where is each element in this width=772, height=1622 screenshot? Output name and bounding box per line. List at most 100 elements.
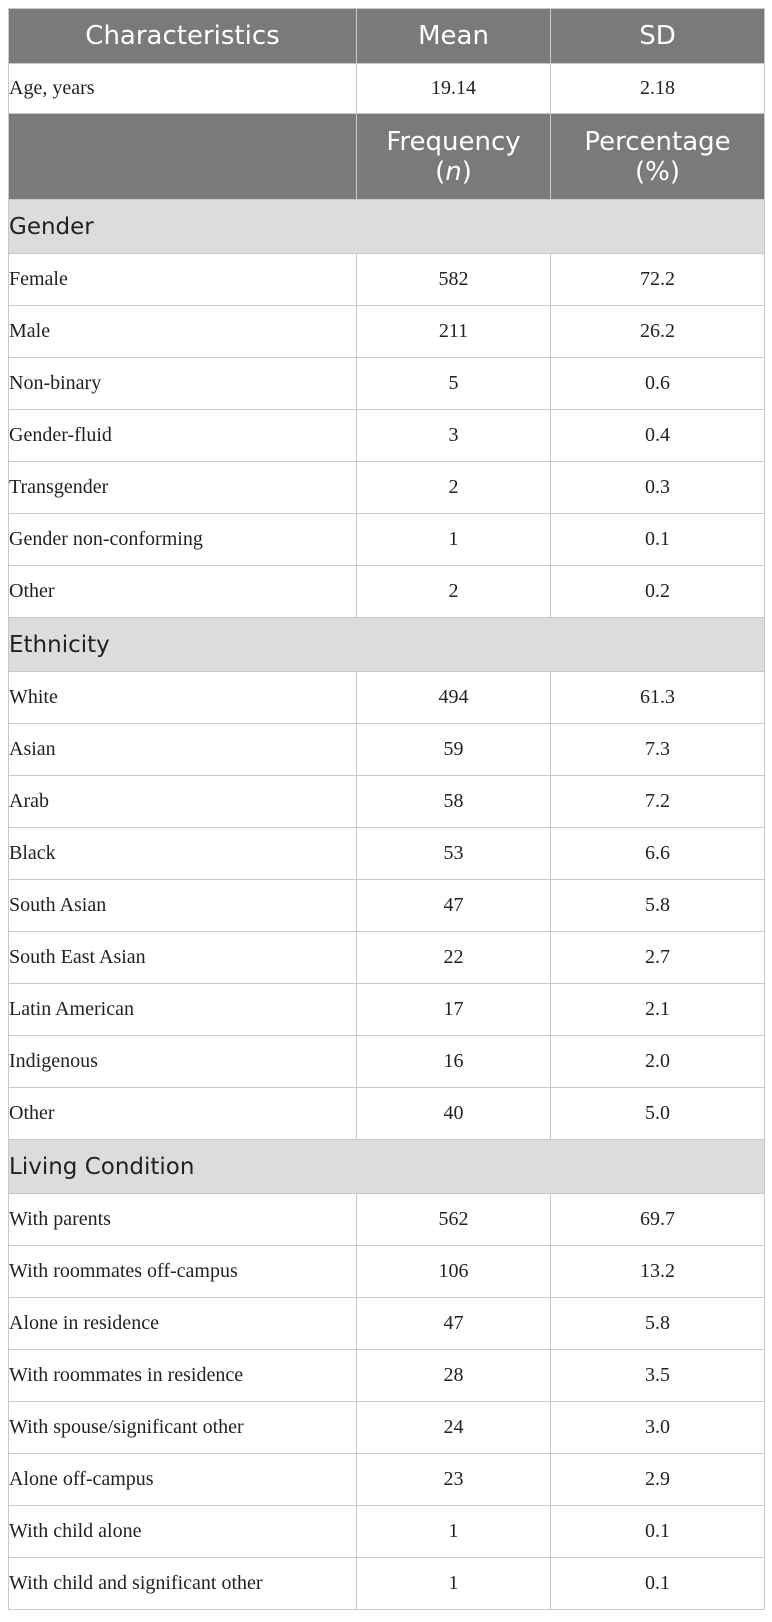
row-frequency: 53 <box>356 827 551 880</box>
row-label: With roommates off-campus <box>8 1245 357 1298</box>
row-frequency: 23 <box>356 1453 551 1506</box>
row-label: Asian <box>8 723 357 776</box>
subheader-row: Frequency (n) Percentage (%) <box>8 113 765 200</box>
table-row: Gender-fluid 3 0.4 <box>8 409 765 462</box>
frequency-label: Frequency <box>386 126 521 157</box>
row-frequency: 1 <box>356 1557 551 1610</box>
table-row: South Asian 47 5.8 <box>8 879 765 932</box>
row-frequency: 17 <box>356 983 551 1036</box>
header-frequency: Frequency (n) <box>356 113 551 200</box>
table-row: Other 2 0.2 <box>8 565 765 618</box>
header-sd: SD <box>550 8 765 64</box>
row-frequency: 2 <box>356 461 551 514</box>
row-percentage: 61.3 <box>550 671 765 724</box>
row-label: With child and significant other <box>8 1557 357 1610</box>
row-label: Other <box>8 1087 357 1140</box>
row-percentage: 5.8 <box>550 1297 765 1350</box>
table-row: Alone in residence 47 5.8 <box>8 1297 765 1350</box>
table-row: With roommates off-campus 106 13.2 <box>8 1245 765 1298</box>
row-percentage: 2.7 <box>550 931 765 984</box>
frequency-symbol: n <box>445 156 462 187</box>
row-frequency: 1 <box>356 1505 551 1558</box>
row-percentage: 0.6 <box>550 357 765 410</box>
row-frequency: 59 <box>356 723 551 776</box>
row-percentage: 0.1 <box>550 1505 765 1558</box>
row-frequency: 1 <box>356 513 551 566</box>
row-percentage: 69.7 <box>550 1193 765 1246</box>
table-row: With spouse/significant other 24 3.0 <box>8 1401 765 1454</box>
header-row: Characteristics Mean SD <box>8 8 765 64</box>
section-header-row: Ethnicity <box>8 617 765 672</box>
section-header-row: Living Condition <box>8 1139 765 1194</box>
row-frequency: 24 <box>356 1401 551 1454</box>
row-frequency: 28 <box>356 1349 551 1402</box>
row-frequency: 5 <box>356 357 551 410</box>
table-row: Black 53 6.6 <box>8 827 765 880</box>
row-label: Transgender <box>8 461 357 514</box>
table-row: Alone off-campus 23 2.9 <box>8 1453 765 1506</box>
row-percentage: 5.8 <box>550 879 765 932</box>
table-body: Characteristics Mean SD Age, years 19.14… <box>8 8 765 1610</box>
row-percentage: 5.0 <box>550 1087 765 1140</box>
row-percentage: 3.5 <box>550 1349 765 1402</box>
row-percentage: 7.2 <box>550 775 765 828</box>
percentage-label: Percentage <box>584 126 731 157</box>
row-label: Gender-fluid <box>8 409 357 462</box>
row-label: South East Asian <box>8 931 357 984</box>
table-row: With child and significant other 1 0.1 <box>8 1557 765 1610</box>
row-frequency: 494 <box>356 671 551 724</box>
table-row: With roommates in residence 28 3.5 <box>8 1349 765 1402</box>
table-row: Arab 58 7.2 <box>8 775 765 828</box>
table-row: Transgender 2 0.3 <box>8 461 765 514</box>
age-label: Age, years <box>8 63 357 114</box>
row-percentage: 2.1 <box>550 983 765 1036</box>
row-label: With parents <box>8 1193 357 1246</box>
row-frequency: 22 <box>356 931 551 984</box>
demographics-table: Characteristics Mean SD Age, years 19.14… <box>8 8 765 1610</box>
percentage-symbol: (%) <box>635 156 680 187</box>
row-percentage: 72.2 <box>550 253 765 306</box>
table-row: Latin American 17 2.1 <box>8 983 765 1036</box>
row-percentage: 26.2 <box>550 305 765 358</box>
row-label: Non-binary <box>8 357 357 410</box>
age-row: Age, years 19.14 2.18 <box>8 63 765 114</box>
row-percentage: 0.4 <box>550 409 765 462</box>
row-percentage: 0.2 <box>550 565 765 618</box>
row-percentage: 7.3 <box>550 723 765 776</box>
row-label: Alone off-campus <box>8 1453 357 1506</box>
row-label: Black <box>8 827 357 880</box>
table-row: Indigenous 16 2.0 <box>8 1035 765 1088</box>
row-label: Gender non-conforming <box>8 513 357 566</box>
table-row: With parents 562 69.7 <box>8 1193 765 1246</box>
row-frequency: 40 <box>356 1087 551 1140</box>
row-frequency: 3 <box>356 409 551 462</box>
row-label: Alone in residence <box>8 1297 357 1350</box>
row-percentage: 2.9 <box>550 1453 765 1506</box>
row-frequency: 2 <box>356 565 551 618</box>
row-percentage: 0.1 <box>550 1557 765 1610</box>
table-row: South East Asian 22 2.7 <box>8 931 765 984</box>
row-label: South Asian <box>8 879 357 932</box>
row-label: Arab <box>8 775 357 828</box>
row-label: Male <box>8 305 357 358</box>
header-percentage: Percentage (%) <box>550 113 765 200</box>
row-percentage: 13.2 <box>550 1245 765 1298</box>
row-label: With roommates in residence <box>8 1349 357 1402</box>
table-row: Other 40 5.0 <box>8 1087 765 1140</box>
section-title: Ethnicity <box>8 617 765 672</box>
row-percentage: 3.0 <box>550 1401 765 1454</box>
row-label: With child alone <box>8 1505 357 1558</box>
row-label: Latin American <box>8 983 357 1036</box>
row-label: Other <box>8 565 357 618</box>
row-label: Indigenous <box>8 1035 357 1088</box>
row-frequency: 16 <box>356 1035 551 1088</box>
table-row: Female 582 72.2 <box>8 253 765 306</box>
section-header-row: Gender <box>8 199 765 254</box>
table-row: With child alone 1 0.1 <box>8 1505 765 1558</box>
row-frequency: 47 <box>356 879 551 932</box>
section-title: Living Condition <box>8 1139 765 1194</box>
row-frequency: 562 <box>356 1193 551 1246</box>
row-frequency: 106 <box>356 1245 551 1298</box>
age-mean: 19.14 <box>356 63 551 114</box>
row-label: Female <box>8 253 357 306</box>
